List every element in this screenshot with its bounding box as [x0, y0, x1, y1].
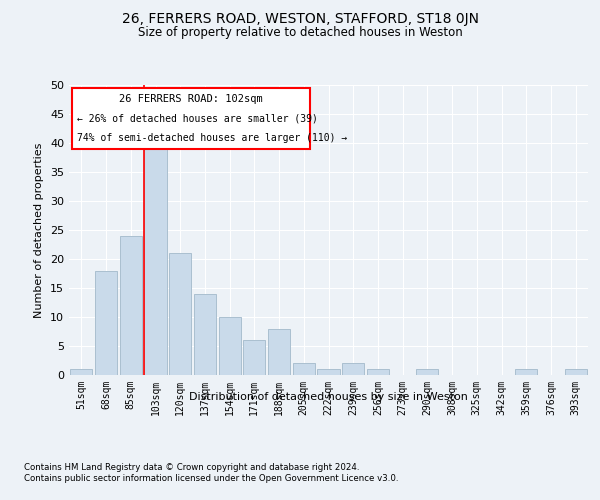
Bar — [95, 270, 117, 375]
Bar — [565, 369, 587, 375]
Bar — [416, 369, 439, 375]
Bar — [70, 369, 92, 375]
Bar — [515, 369, 538, 375]
Bar — [119, 236, 142, 375]
Text: 26, FERRERS ROAD, WESTON, STAFFORD, ST18 0JN: 26, FERRERS ROAD, WESTON, STAFFORD, ST18… — [121, 12, 479, 26]
Bar — [268, 328, 290, 375]
Text: 74% of semi-detached houses are larger (110) →: 74% of semi-detached houses are larger (… — [77, 133, 347, 143]
Bar — [218, 317, 241, 375]
Bar — [317, 369, 340, 375]
Bar — [169, 253, 191, 375]
Bar — [342, 364, 364, 375]
Text: ← 26% of detached houses are smaller (39): ← 26% of detached houses are smaller (39… — [77, 114, 317, 124]
Bar — [145, 143, 167, 375]
Text: Contains HM Land Registry data © Crown copyright and database right 2024.: Contains HM Land Registry data © Crown c… — [24, 462, 359, 471]
Y-axis label: Number of detached properties: Number of detached properties — [34, 142, 44, 318]
Bar — [293, 364, 315, 375]
Bar — [367, 369, 389, 375]
Bar — [243, 340, 265, 375]
Text: Distribution of detached houses by size in Weston: Distribution of detached houses by size … — [190, 392, 468, 402]
FancyBboxPatch shape — [71, 88, 310, 149]
Text: Contains public sector information licensed under the Open Government Licence v3: Contains public sector information licen… — [24, 474, 398, 483]
Text: 26 FERRERS ROAD: 102sqm: 26 FERRERS ROAD: 102sqm — [119, 94, 263, 104]
Text: Size of property relative to detached houses in Weston: Size of property relative to detached ho… — [137, 26, 463, 39]
Bar — [194, 294, 216, 375]
